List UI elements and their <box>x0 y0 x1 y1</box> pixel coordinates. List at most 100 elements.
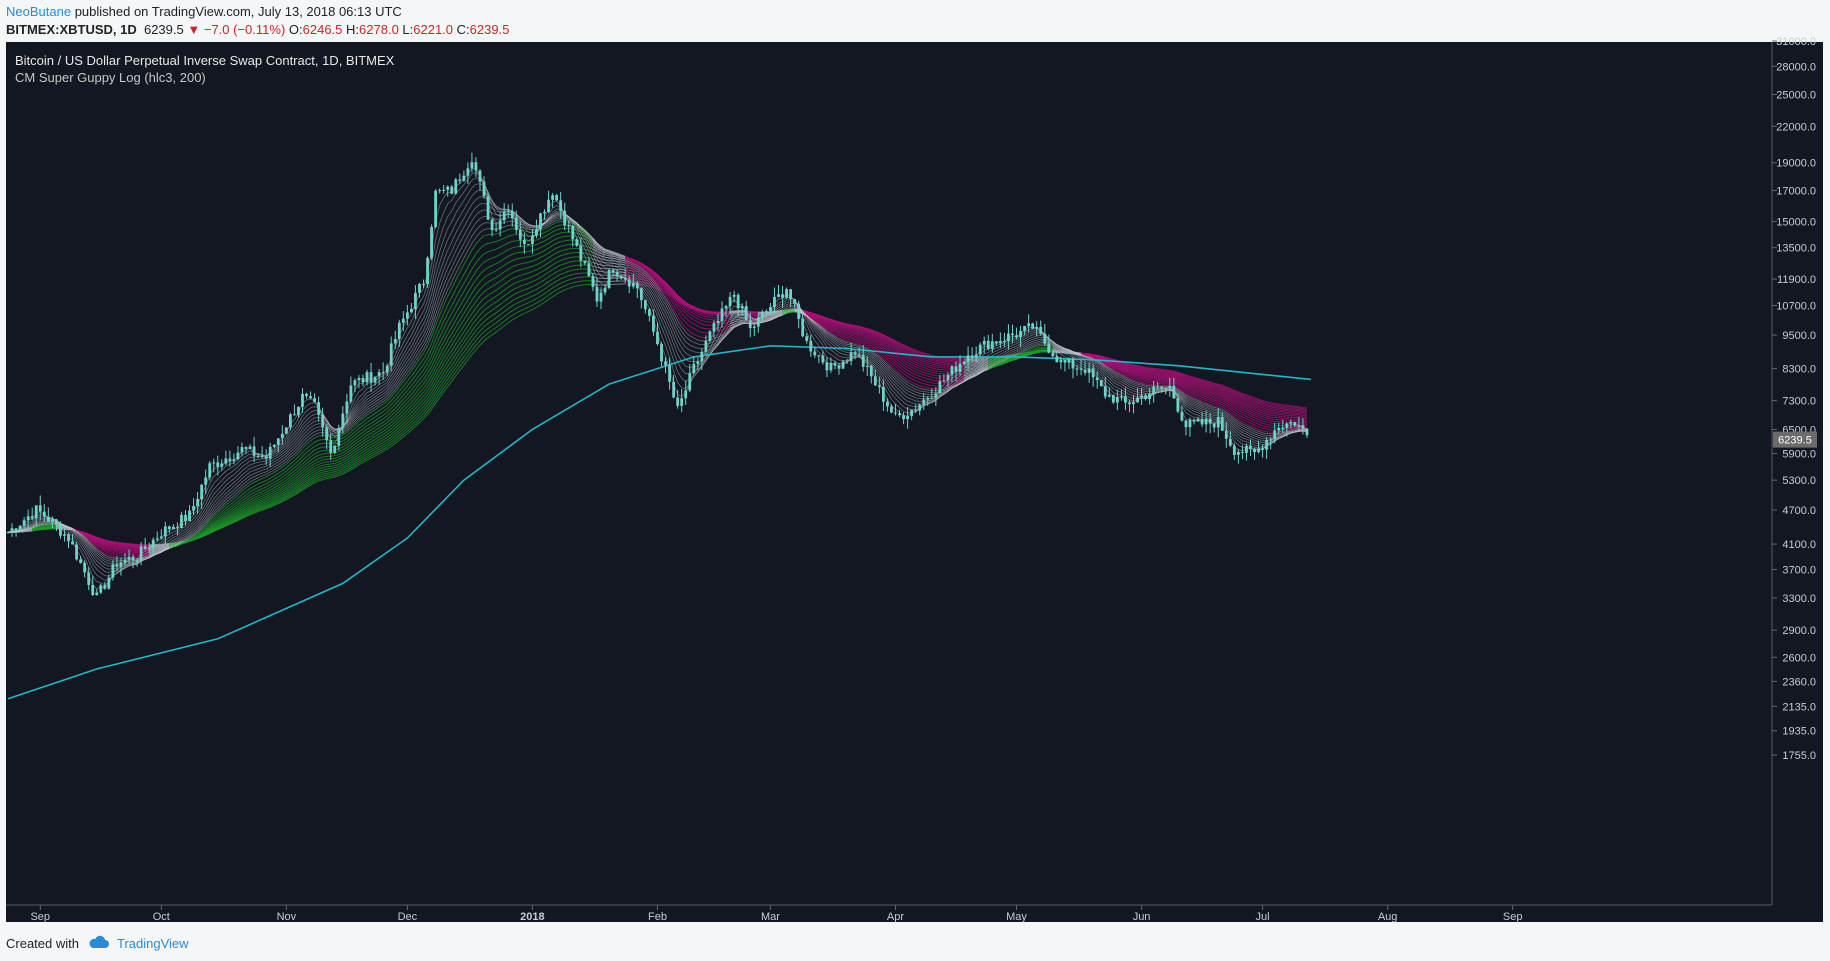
guppy-slow-segment <box>318 464 323 468</box>
guppy-slow-segment <box>499 251 505 255</box>
guppy-slow-segment <box>253 490 259 494</box>
guppy-fast-segment <box>76 530 81 535</box>
guppy-slow-segment <box>249 492 255 496</box>
guppy-slow-segment <box>524 292 529 296</box>
guppy-slow-segment <box>536 304 541 308</box>
guppy-slow-segment <box>92 543 98 549</box>
guppy-fast-segment <box>23 527 29 531</box>
guppy-fast-segment <box>112 559 117 561</box>
guppy-slow-segment <box>112 546 118 548</box>
guppy-fast-segment <box>253 468 259 471</box>
guppy-slow-segment <box>306 440 311 445</box>
guppy-slow-segment <box>225 513 231 518</box>
guppy-slow-segment <box>479 253 485 259</box>
guppy-fast-segment <box>431 301 436 316</box>
guppy-fast-segment <box>653 297 658 306</box>
guppy-fast-segment <box>278 458 283 463</box>
guppy-slow-segment <box>108 544 113 547</box>
guppy-fast-segment <box>28 525 33 528</box>
guppy-slow-segment <box>552 242 557 246</box>
guppy-fast-segment <box>382 384 388 389</box>
guppy-fast-segment <box>20 530 25 532</box>
guppy-fast-segment <box>157 548 162 552</box>
guppy-fast-segment <box>84 542 90 550</box>
guppy-slow-segment <box>257 478 263 481</box>
guppy-slow-segment <box>189 538 194 541</box>
guppy-fast-segment <box>661 297 666 306</box>
guppy-fast-segment <box>205 518 211 525</box>
guppy-slow-segment <box>532 274 537 278</box>
guppy-slow-segment <box>467 259 473 268</box>
guppy-slow-segment <box>552 252 557 256</box>
guppy-slow-segment <box>499 230 505 234</box>
guppy-fast-segment <box>556 219 561 221</box>
guppy-slow-segment <box>350 443 356 448</box>
guppy-slow-segment <box>544 276 549 281</box>
guppy-fast-segment <box>665 308 670 318</box>
guppy-slow-segment <box>701 320 707 323</box>
guppy-fast-segment <box>120 567 126 572</box>
guppy-slow-segment <box>544 242 549 247</box>
guppy-slow-segment <box>495 274 501 278</box>
guppy-slow-segment <box>314 439 319 443</box>
guppy-fast-segment <box>451 213 457 222</box>
guppy-fast-segment <box>407 321 412 329</box>
guppy-slow-segment <box>221 517 227 522</box>
guppy-slow-segment <box>294 467 299 472</box>
guppy-slow-segment <box>290 470 295 475</box>
guppy-fast-segment <box>310 413 315 417</box>
guppy-fast-segment <box>96 550 102 555</box>
guppy-slow-segment <box>552 222 557 225</box>
guppy-fast-segment <box>459 227 465 235</box>
guppy-slow-segment <box>209 525 215 530</box>
guppy-fast-segment <box>370 399 376 403</box>
guppy-fast-segment <box>60 523 65 526</box>
guppy-slow-segment <box>282 470 287 475</box>
guppy-fast-segment <box>483 228 489 230</box>
guppy-slow-segment <box>532 244 537 247</box>
guppy-slow-segment <box>330 469 335 472</box>
guppy-fast-segment <box>173 532 178 536</box>
guppy-slow-segment <box>568 256 573 259</box>
guppy-slow-segment <box>261 486 267 490</box>
guppy-fast-segment <box>169 545 174 548</box>
guppy-fast-segment <box>68 526 73 530</box>
guppy-slow-segment <box>213 515 219 520</box>
guppy-fast-segment <box>149 555 154 558</box>
guppy-fast-segment <box>233 485 239 491</box>
guppy-slow-segment <box>342 457 348 461</box>
guppy-fast-segment <box>241 475 247 479</box>
guppy-fast-segment <box>157 550 162 554</box>
guppy-fast-segment <box>354 391 360 399</box>
guppy-slow-segment <box>487 325 493 329</box>
guppy-fast-segment <box>213 498 219 504</box>
guppy-slow-segment <box>491 277 497 281</box>
guppy-fast-segment <box>237 462 243 468</box>
guppy-fast-segment <box>382 390 388 395</box>
guppy-slow-segment <box>451 289 457 298</box>
chart-panel[interactable] <box>6 42 1823 922</box>
guppy-slow-segment <box>382 415 388 420</box>
guppy-slow-segment <box>701 331 706 334</box>
guppy-fast-segment <box>681 378 686 382</box>
guppy-slow-segment <box>370 413 376 417</box>
guppy-slow-segment <box>520 294 525 298</box>
guppy-fast-segment <box>116 570 122 573</box>
guppy-fast-segment <box>459 257 465 266</box>
guppy-fast-segment <box>40 522 45 525</box>
guppy-slow-segment <box>499 289 505 294</box>
guppy-fast-segment <box>193 520 198 525</box>
guppy-fast-segment <box>213 484 219 490</box>
guppy-fast-segment <box>653 294 658 302</box>
author-link[interactable]: NeoButane <box>6 4 72 19</box>
guppy-slow-segment <box>479 310 485 316</box>
guppy-slow-segment <box>524 272 529 275</box>
guppy-fast-segment <box>80 536 85 542</box>
guppy-slow-segment <box>544 271 549 276</box>
guppy-slow-segment <box>306 448 311 454</box>
guppy-slow-segment <box>221 522 227 526</box>
guppy-slow-segment <box>467 306 473 314</box>
guppy-fast-segment <box>378 381 384 385</box>
guppy-slow-segment <box>512 276 517 280</box>
